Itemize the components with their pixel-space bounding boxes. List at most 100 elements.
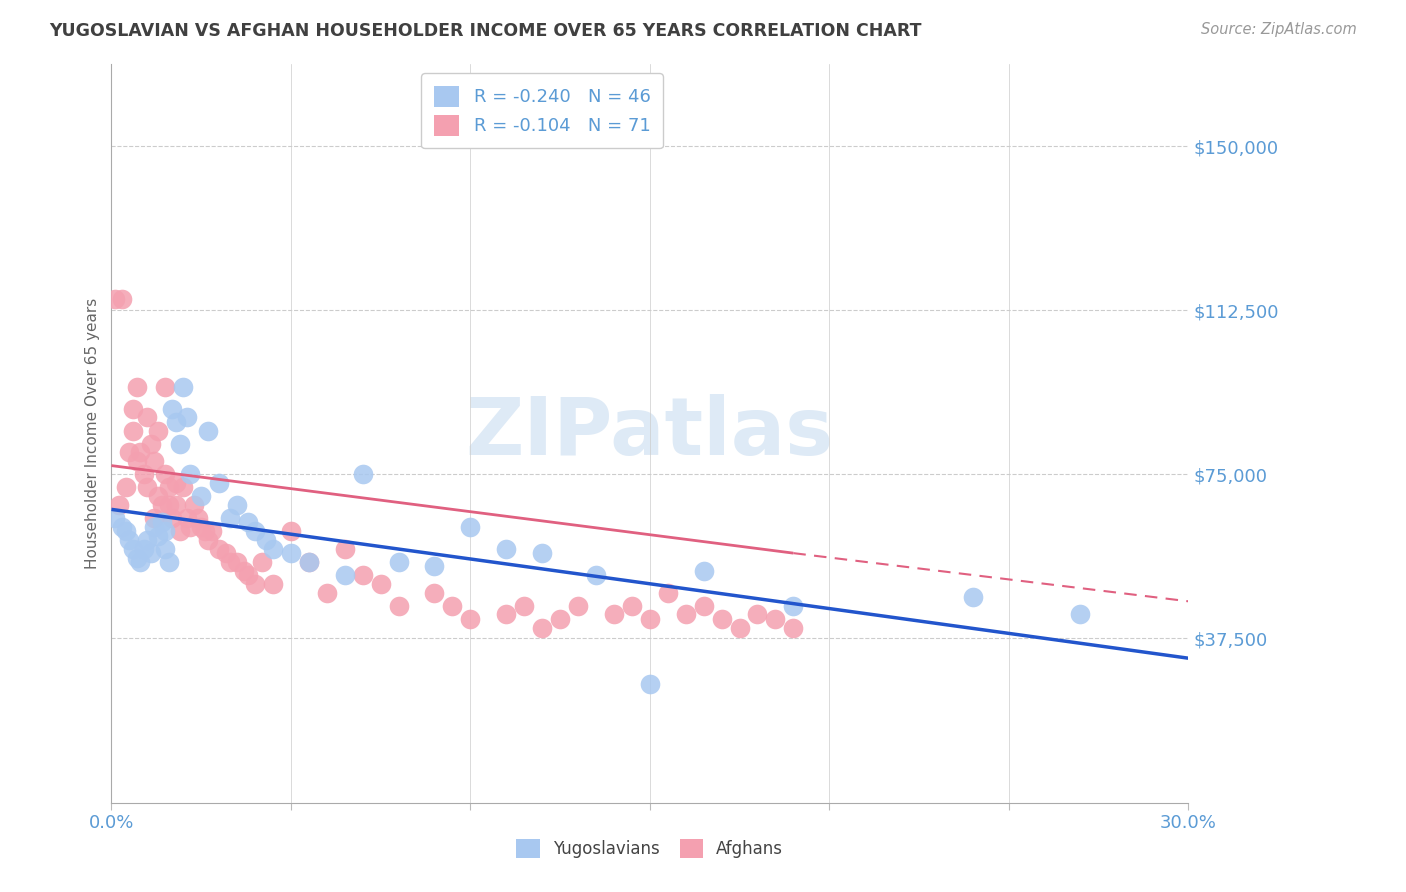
Legend: R = -0.240   N = 46, R = -0.104   N = 71: R = -0.240 N = 46, R = -0.104 N = 71: [422, 73, 664, 148]
Point: [495, 607, 517, 622]
Point: [675, 607, 697, 622]
Point: [692, 599, 714, 613]
Point: [104, 511, 127, 525]
Text: YUGOSLAVIAN VS AFGHAN HOUSEHOLDER INCOME OVER 65 YEARS CORRELATION CHART: YUGOSLAVIAN VS AFGHAN HOUSEHOLDER INCOME…: [49, 22, 922, 40]
Point: [143, 511, 166, 525]
Point: [638, 677, 661, 691]
Point: [638, 612, 661, 626]
Point: [531, 546, 554, 560]
Point: [172, 380, 194, 394]
Point: [136, 481, 159, 495]
Point: [136, 533, 159, 547]
Point: [176, 410, 198, 425]
Point: [226, 498, 249, 512]
Point: [218, 555, 240, 569]
Point: [125, 550, 148, 565]
Point: [111, 293, 134, 307]
Point: [104, 293, 127, 307]
Point: [139, 436, 162, 450]
Text: Source: ZipAtlas.com: Source: ZipAtlas.com: [1201, 22, 1357, 37]
Point: [143, 454, 166, 468]
Point: [122, 401, 145, 416]
Point: [118, 445, 141, 459]
Point: [197, 424, 219, 438]
Point: [162, 511, 184, 525]
Point: [226, 555, 249, 569]
Point: [114, 481, 136, 495]
Point: [548, 612, 571, 626]
Point: [763, 612, 786, 626]
Point: [122, 541, 145, 556]
Point: [208, 476, 231, 491]
Point: [139, 546, 162, 560]
Point: [423, 585, 446, 599]
Point: [298, 555, 321, 569]
Point: [129, 445, 152, 459]
Point: [218, 511, 240, 525]
Point: [122, 424, 145, 438]
Point: [387, 555, 409, 569]
Point: [162, 401, 184, 416]
Point: [155, 380, 177, 394]
Point: [179, 467, 201, 482]
Point: [132, 541, 155, 556]
Point: [620, 599, 643, 613]
Point: [157, 481, 180, 495]
Point: [460, 520, 482, 534]
Point: [172, 481, 194, 495]
Point: [155, 541, 177, 556]
Point: [114, 524, 136, 539]
Point: [513, 599, 536, 613]
Point: [250, 555, 273, 569]
Point: [280, 546, 302, 560]
Point: [603, 607, 626, 622]
Point: [150, 498, 173, 512]
Point: [233, 564, 256, 578]
Point: [197, 533, 219, 547]
Point: [441, 599, 464, 613]
Point: [136, 410, 159, 425]
Point: [125, 380, 148, 394]
Point: [352, 568, 374, 582]
Point: [215, 546, 238, 560]
Point: [107, 498, 129, 512]
Point: [262, 576, 284, 591]
Point: [155, 524, 177, 539]
Point: [254, 533, 277, 547]
Point: [169, 524, 191, 539]
Point: [201, 524, 224, 539]
Point: [143, 520, 166, 534]
Point: [315, 585, 337, 599]
Point: [236, 516, 259, 530]
Point: [165, 476, 187, 491]
Point: [710, 612, 733, 626]
Text: ZIPatlas: ZIPatlas: [465, 394, 834, 473]
Point: [280, 524, 302, 539]
Point: [782, 621, 804, 635]
Point: [352, 467, 374, 482]
Point: [169, 436, 191, 450]
Point: [146, 528, 169, 542]
Point: [747, 607, 769, 622]
Point: [585, 568, 607, 582]
Point: [194, 524, 217, 539]
Point: [146, 424, 169, 438]
Point: [157, 555, 180, 569]
Point: [657, 585, 679, 599]
Point: [155, 467, 177, 482]
Point: [243, 524, 266, 539]
Point: [298, 555, 321, 569]
Point: [179, 520, 201, 534]
Point: [129, 555, 152, 569]
Point: [243, 576, 266, 591]
Point: [728, 621, 751, 635]
Point: [183, 498, 205, 512]
Point: [176, 511, 198, 525]
Point: [165, 498, 187, 512]
Point: [531, 621, 554, 635]
Y-axis label: Householder Income Over 65 years: Householder Income Over 65 years: [86, 298, 100, 569]
Point: [567, 599, 589, 613]
Point: [157, 498, 180, 512]
Point: [423, 559, 446, 574]
Point: [1069, 607, 1091, 622]
